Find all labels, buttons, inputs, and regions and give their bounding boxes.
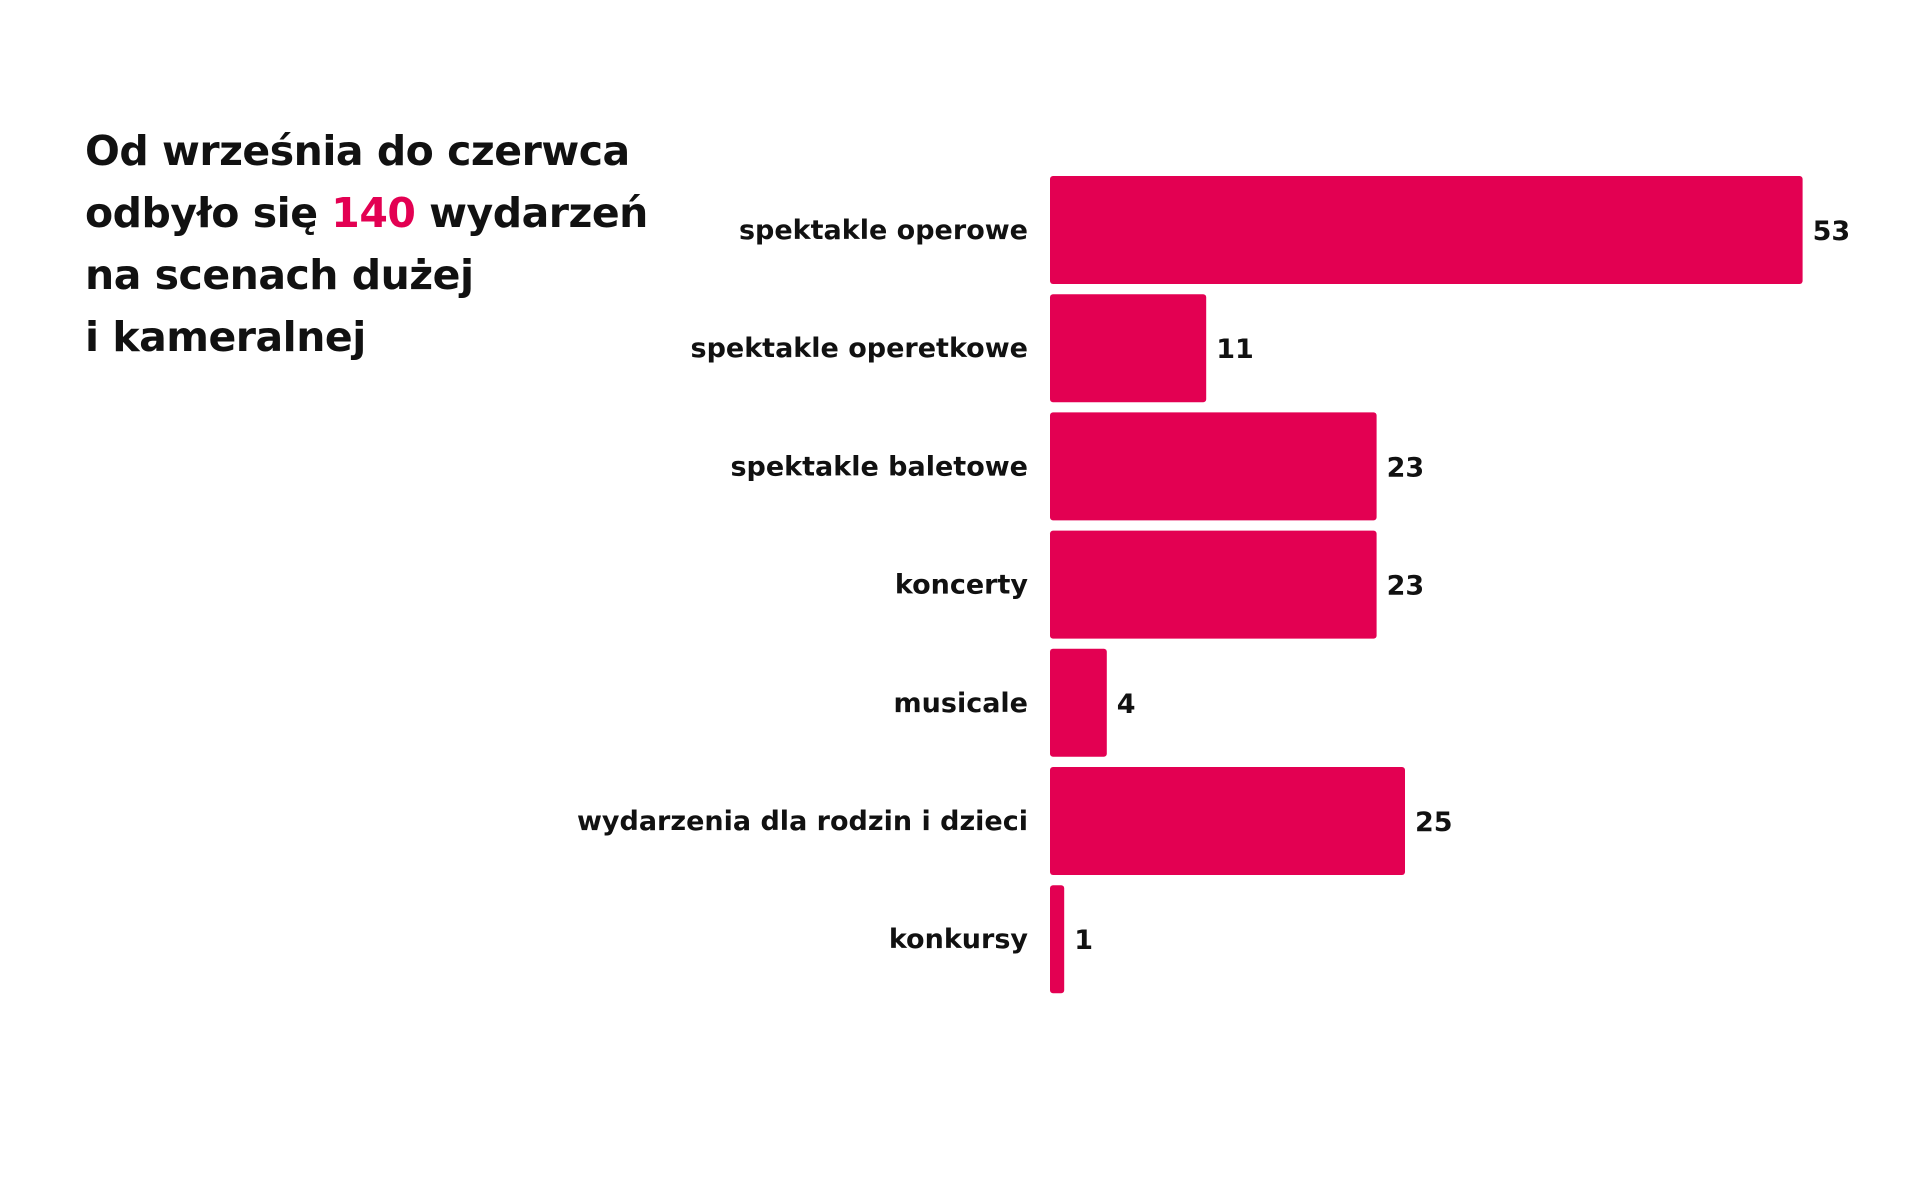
- headline-line-2-end: wydarzeń: [415, 189, 648, 237]
- category-label: koncerty: [895, 570, 1029, 601]
- value-label: 11: [1216, 334, 1254, 365]
- value-label: 25: [1415, 807, 1453, 838]
- value-label: 4: [1117, 689, 1136, 720]
- category-label: konkursy: [889, 924, 1029, 955]
- bar: [1050, 885, 1065, 994]
- headline-line-2-start: odbyło się: [85, 189, 332, 237]
- category-label: spektakle operetkowe: [691, 333, 1028, 364]
- bar-group: spektakle baletowe 23: [730, 412, 1425, 521]
- bar: [1050, 412, 1377, 521]
- category-label: wydarzenia dla rodzin i dzieci: [577, 806, 1028, 837]
- category-label: spektakle operowe: [739, 215, 1028, 246]
- value-label: 23: [1387, 571, 1425, 602]
- headline-line-4: i kameralnej: [85, 313, 366, 361]
- value-label: 1: [1074, 925, 1093, 956]
- bar-group: wydarzenia dla rodzin i dzieci 25: [577, 767, 1453, 875]
- headline-line-3: na scenach dużej: [85, 251, 474, 299]
- headline-total-count: 140: [331, 189, 416, 237]
- bar-group: koncerty 23: [895, 530, 1425, 639]
- category-label: spektakle baletowe: [730, 451, 1028, 482]
- bar: [1050, 294, 1207, 403]
- bar-group: spektakle operowe 53: [739, 176, 1850, 284]
- bar-group: konkursy 1: [889, 885, 1093, 994]
- headline-line-1: Od września do czerwca: [85, 127, 630, 175]
- bar: [1050, 176, 1803, 284]
- bar: [1050, 648, 1107, 757]
- bar-group: spektakle operetkowe 11: [691, 294, 1254, 403]
- chart-headline: Od września do czerwca odbyło się 140 wy…: [85, 120, 648, 368]
- bar: [1050, 767, 1405, 875]
- category-label: musicale: [894, 688, 1028, 719]
- value-label: 23: [1387, 452, 1425, 483]
- bar: [1050, 530, 1377, 639]
- bar-group: musicale 4: [894, 648, 1136, 757]
- value-label: 53: [1813, 216, 1851, 247]
- headline-line-2: odbyło się 140 wydarzeń: [85, 182, 648, 244]
